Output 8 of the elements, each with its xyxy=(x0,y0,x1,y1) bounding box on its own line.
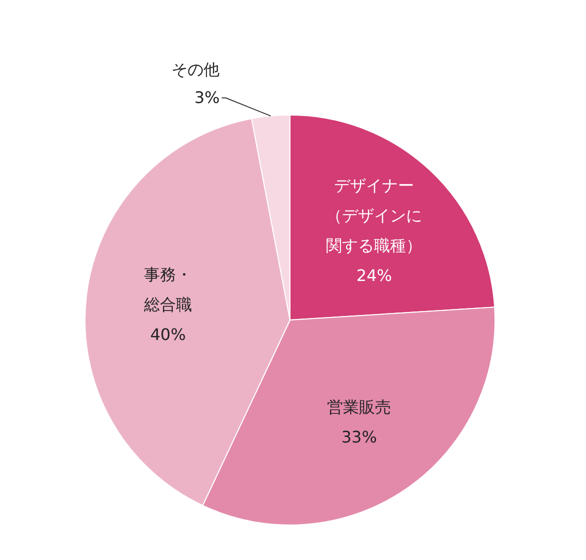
data-label: 40% xyxy=(150,325,186,344)
data-label: 33% xyxy=(341,427,377,446)
data-label: 24% xyxy=(356,266,392,285)
data-label: 3% xyxy=(194,88,220,107)
slice-label: 営業販売 xyxy=(327,397,392,416)
slice-label: デザイナー（デザインに関する職種） xyxy=(326,176,422,255)
slice-label: その他 xyxy=(172,60,220,79)
slice-label: 事務・総合職 xyxy=(142,265,192,314)
